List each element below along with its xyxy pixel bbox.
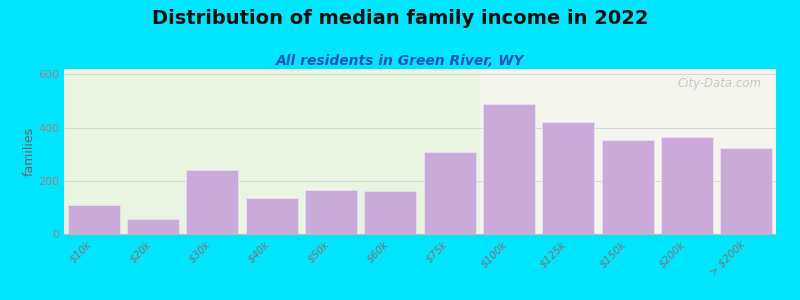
Bar (127, 219, 179, 234)
Bar (186, 170, 238, 234)
Bar (423, 152, 476, 234)
Bar (305, 190, 357, 234)
Bar (64, 69, 479, 234)
Y-axis label: families: families (22, 127, 35, 176)
Bar (602, 140, 654, 234)
Text: City-Data.com: City-Data.com (678, 77, 762, 90)
Bar (246, 198, 298, 234)
Bar (483, 103, 535, 234)
Text: Distribution of median family income in 2022: Distribution of median family income in … (152, 9, 648, 28)
Bar (542, 122, 594, 234)
Bar (364, 191, 417, 234)
Text: All residents in Green River, WY: All residents in Green River, WY (276, 54, 524, 68)
Bar (67, 205, 120, 234)
Bar (720, 148, 773, 234)
Bar (661, 137, 713, 234)
